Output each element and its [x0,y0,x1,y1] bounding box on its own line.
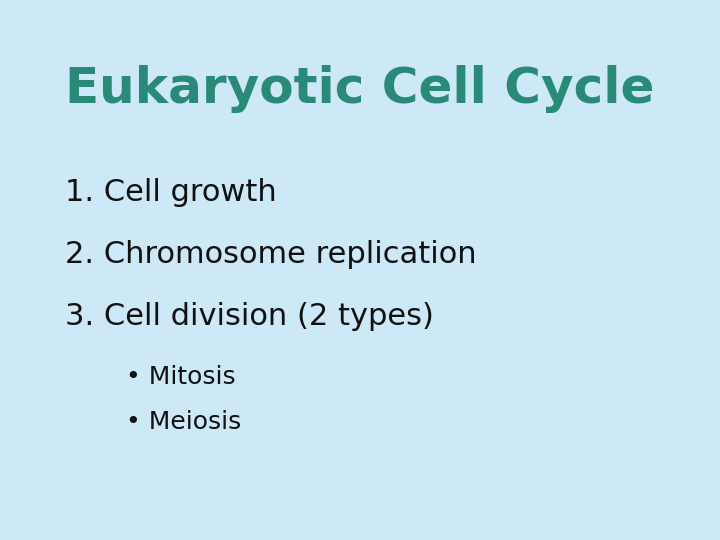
Text: 1. Cell growth: 1. Cell growth [65,178,276,207]
Text: Eukaryotic Cell Cycle: Eukaryotic Cell Cycle [66,65,654,113]
Text: • Mitosis: • Mitosis [126,364,235,388]
Text: • Meiosis: • Meiosis [126,410,241,434]
Text: 2. Chromosome replication: 2. Chromosome replication [65,240,477,269]
Text: 3. Cell division (2 types): 3. Cell division (2 types) [65,302,433,332]
